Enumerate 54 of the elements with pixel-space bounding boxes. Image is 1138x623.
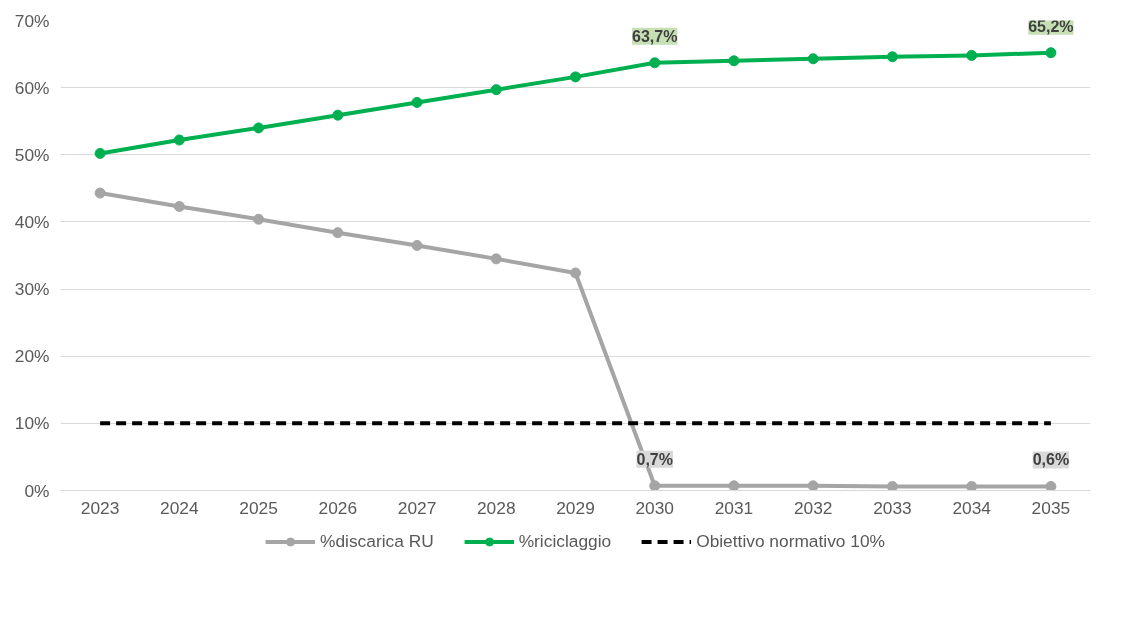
point bbox=[94, 187, 106, 199]
x-tick-label: 2025 bbox=[239, 497, 278, 518]
data-label: 65,2% bbox=[1028, 17, 1074, 35]
point bbox=[94, 147, 106, 159]
point bbox=[728, 55, 740, 67]
point bbox=[1045, 47, 1057, 59]
point bbox=[490, 84, 502, 96]
x-tick-label: 2023 bbox=[80, 497, 120, 518]
point bbox=[649, 57, 661, 69]
y-tick-label: 70% bbox=[14, 10, 50, 31]
point bbox=[886, 51, 898, 63]
y-tick-label: 40% bbox=[14, 211, 50, 232]
x-tick-label: 2026 bbox=[318, 497, 358, 518]
point bbox=[173, 201, 185, 212]
data-label: 0,6% bbox=[1032, 451, 1070, 469]
point bbox=[886, 480, 898, 491]
legend-label: %discarica RU bbox=[320, 530, 434, 552]
x-tick-label: 2024 bbox=[160, 497, 199, 518]
y-tick-label: 20% bbox=[14, 346, 50, 367]
x-tick-label: 2035 bbox=[1031, 497, 1071, 518]
point bbox=[807, 53, 819, 65]
x-tick-label: 2027 bbox=[397, 497, 437, 518]
x-tick-label: 2033 bbox=[873, 497, 912, 518]
data-label: 63,7% bbox=[632, 27, 678, 45]
point bbox=[332, 109, 344, 121]
point bbox=[966, 480, 978, 491]
data-label: 0,7% bbox=[636, 450, 673, 468]
y-tick-label: 50% bbox=[14, 144, 50, 165]
point bbox=[1045, 480, 1057, 491]
legend-label: Obiettivo normativo 10% bbox=[696, 530, 885, 552]
x-tick-label: 2028 bbox=[477, 497, 516, 518]
x-tick-label: 2031 bbox=[714, 497, 754, 518]
x-tick-label: 2030 bbox=[635, 497, 675, 518]
point bbox=[332, 227, 344, 239]
point bbox=[253, 213, 265, 225]
x-tick-label: 2032 bbox=[793, 497, 833, 518]
point bbox=[807, 480, 819, 491]
y-tick-label: 60% bbox=[14, 77, 50, 98]
point bbox=[411, 239, 423, 251]
point bbox=[570, 71, 581, 83]
point bbox=[570, 267, 581, 279]
y-tick-label: 10% bbox=[14, 413, 50, 434]
point bbox=[411, 96, 423, 108]
legend-label: %riciclaggio bbox=[518, 530, 612, 552]
point bbox=[490, 253, 502, 265]
y-tick-label: 30% bbox=[14, 279, 50, 300]
x-tick-label: 2034 bbox=[952, 497, 992, 518]
point bbox=[173, 134, 185, 146]
y-tick-label: 0% bbox=[24, 480, 50, 501]
point bbox=[728, 480, 740, 491]
point bbox=[253, 122, 265, 134]
point bbox=[966, 49, 978, 61]
point bbox=[649, 480, 661, 491]
x-tick-label: 2029 bbox=[556, 497, 595, 518]
